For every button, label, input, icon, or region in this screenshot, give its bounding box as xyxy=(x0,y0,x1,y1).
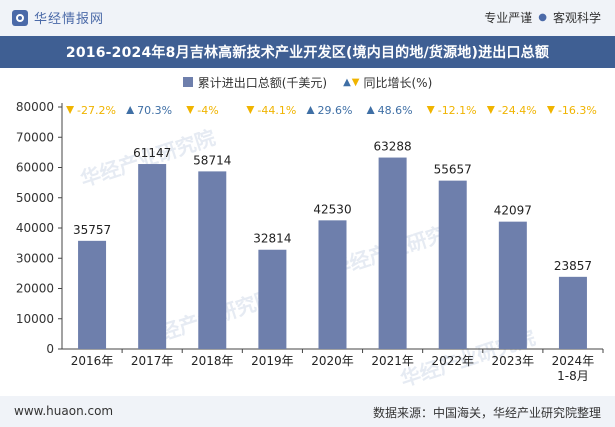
growth-up-marker xyxy=(366,106,375,114)
growth-up-marker xyxy=(126,106,135,114)
triangle-up-icon: ▲ xyxy=(343,76,351,88)
growth-label: -16.3% xyxy=(558,104,597,117)
bullet-icon: ● xyxy=(538,12,547,23)
x-tick-label: 2016年 xyxy=(71,354,114,368)
bar-value-label: 42097 xyxy=(494,204,532,218)
growth-label: -24.4% xyxy=(498,104,537,117)
y-tick-label: 50000 xyxy=(16,191,54,205)
slogan-left: 专业严谨 xyxy=(484,11,533,25)
bar-chart: 华经产业研究院华经产业研究院华经产业研究院华经产业研究院010000200003… xyxy=(16,100,604,391)
x-tick-label: 1-8月 xyxy=(557,369,589,383)
bar xyxy=(138,164,167,349)
bar xyxy=(258,249,287,349)
x-tick-label: 2020年 xyxy=(311,354,354,368)
brand-name: 华经情报网 xyxy=(34,12,105,27)
growth-label: -4% xyxy=(197,104,218,117)
footer: www.huaon.com 数据来源：中国海关，华经产业研究院整理 xyxy=(0,396,615,427)
bar-value-label: 63288 xyxy=(374,140,412,154)
growth-label: 29.6% xyxy=(318,104,353,117)
slogan: 专业严谨 ● 客观科学 xyxy=(484,9,601,26)
top-bar: 华经情报网 专业严谨 ● 客观科学 xyxy=(0,0,615,36)
bar-value-label: 23857 xyxy=(554,259,592,273)
y-tick-label: 30000 xyxy=(16,251,54,265)
chart-title: 2016-2024年8月吉林高新技术产业开发区(境内目的地/货源地)进出口总额 xyxy=(0,36,615,68)
y-tick-label: 10000 xyxy=(16,312,54,326)
x-tick-label: 2022年 xyxy=(431,354,474,368)
slogan-right: 客观科学 xyxy=(552,11,601,25)
bar xyxy=(438,180,467,349)
x-tick-label: 2019年 xyxy=(251,354,294,368)
bar-value-label: 42530 xyxy=(313,202,351,216)
bar xyxy=(78,240,107,349)
bar xyxy=(498,221,527,349)
legend-item-growth: ▲ ▼ 同比增长(%) xyxy=(343,74,432,91)
x-tick-label: 2023年 xyxy=(492,354,535,368)
brand[interactable]: 华经情报网 xyxy=(12,8,104,27)
x-tick-label: 2017年 xyxy=(131,354,174,368)
x-tick-label: 2024年 xyxy=(552,354,595,368)
legend-swatch xyxy=(182,77,193,87)
y-tick-label: 0 xyxy=(46,342,54,356)
x-tick-label: 2018年 xyxy=(191,354,234,368)
y-tick-label: 20000 xyxy=(16,282,54,296)
data-source: 数据来源：中国海关，华经产业研究院整理 xyxy=(372,406,601,420)
growth-down-marker xyxy=(426,106,435,114)
brand-logo-icon xyxy=(12,9,28,26)
growth-up-marker xyxy=(306,106,315,114)
legend-item-total: 累计进出口总额(千美元) xyxy=(182,74,328,91)
bar-value-label: 58714 xyxy=(193,153,231,167)
bar-value-label: 35757 xyxy=(73,223,111,237)
bar xyxy=(318,220,347,349)
growth-label: 48.6% xyxy=(378,104,413,117)
y-tick-label: 60000 xyxy=(16,161,54,175)
legend-label-growth: 同比增长(%) xyxy=(363,75,433,90)
footer-url[interactable]: www.huaon.com xyxy=(14,404,114,418)
growth-label: 70.3% xyxy=(137,104,172,117)
growth-down-marker xyxy=(246,106,255,114)
growth-down-marker xyxy=(186,106,195,114)
y-tick-label: 70000 xyxy=(16,130,54,144)
legend: 累计进出口总额(千美元) ▲ ▼ 同比增长(%) xyxy=(0,72,615,92)
bar-value-label: 55657 xyxy=(434,163,472,177)
growth-down-marker xyxy=(66,106,75,114)
y-tick-label: 80000 xyxy=(16,100,54,114)
growth-down-marker xyxy=(546,106,555,114)
legend-label-total: 累计进出口总额(千美元) xyxy=(197,75,328,90)
triangle-down-icon: ▼ xyxy=(351,76,360,88)
y-tick-label: 40000 xyxy=(16,221,54,235)
x-tick-label: 2021年 xyxy=(371,354,414,368)
bar xyxy=(558,276,587,349)
bar xyxy=(378,157,407,349)
bar xyxy=(198,171,227,349)
growth-label: -12.1% xyxy=(438,104,477,117)
growth-down-marker xyxy=(486,106,495,114)
growth-label: -44.1% xyxy=(257,104,296,117)
growth-label: -27.2% xyxy=(77,104,116,117)
bar-value-label: 32814 xyxy=(253,232,291,246)
bar-value-label: 61147 xyxy=(133,146,171,160)
